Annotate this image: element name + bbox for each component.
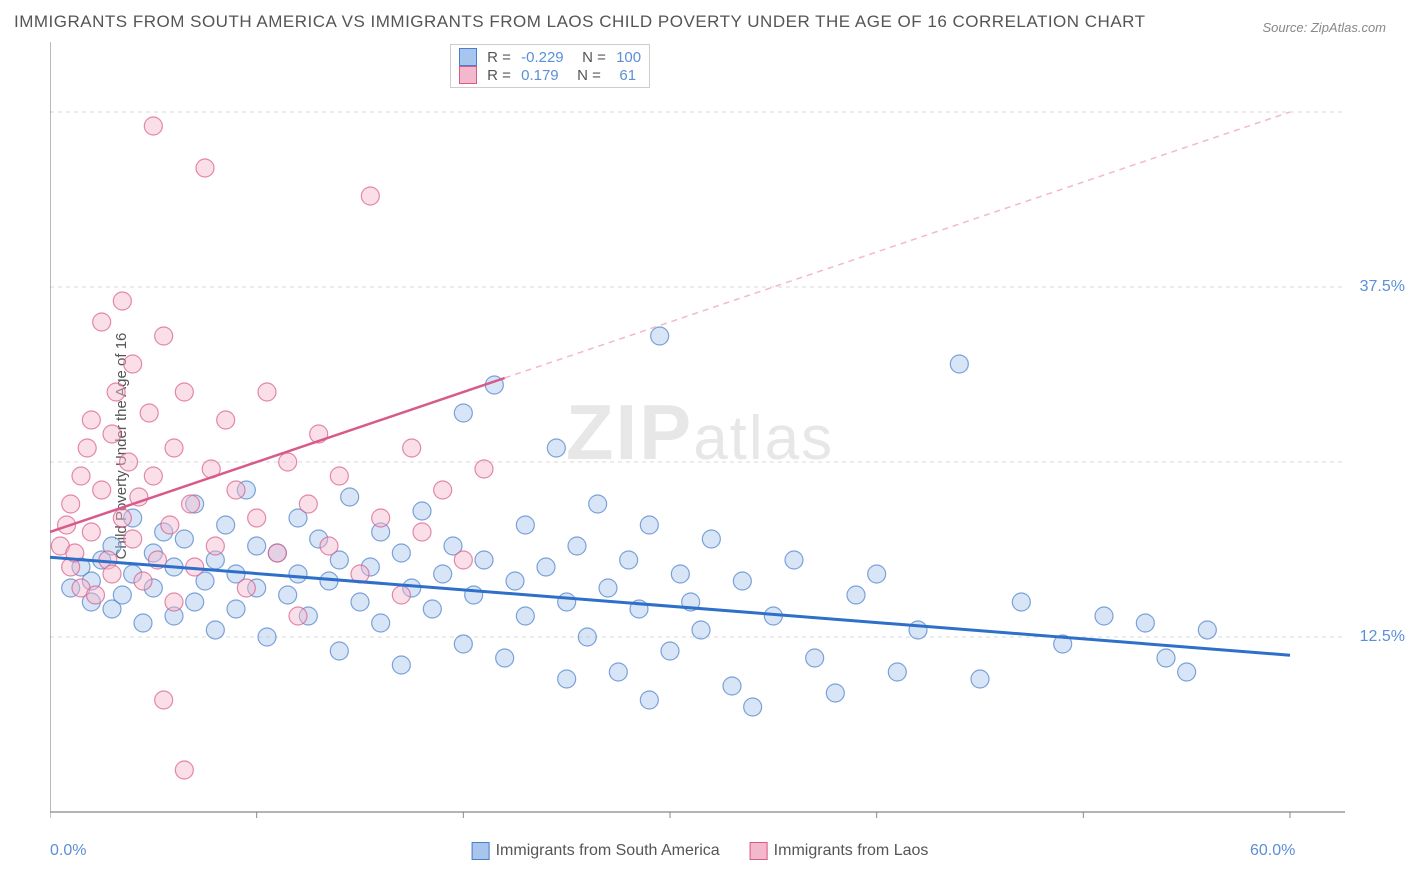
- y-tick-label: 37.5%: [1360, 278, 1405, 296]
- x-tick-label: 0.0%: [50, 842, 86, 860]
- legend-row: R = -0.229 N = 100: [459, 48, 641, 66]
- legend-row: R = 0.179 N = 61: [459, 66, 641, 84]
- x-tick-label: 60.0%: [1250, 842, 1295, 860]
- legend-item: Immigrants from Laos: [750, 842, 929, 860]
- chart-title: IMMIGRANTS FROM SOUTH AMERICA VS IMMIGRA…: [14, 12, 1146, 32]
- legend-item: Immigrants from South America: [472, 842, 720, 860]
- scatter-chart: [50, 42, 1350, 832]
- source-attribution: Source: ZipAtlas.com: [1262, 20, 1386, 35]
- legend-label: Immigrants from Laos: [774, 842, 929, 860]
- legend-swatch-icon: [472, 842, 490, 860]
- legend-label: Immigrants from South America: [496, 842, 720, 860]
- legend-swatch-icon: [459, 48, 477, 66]
- correlation-legend: R = -0.229 N = 100 R = 0.179 N = 61: [450, 44, 650, 88]
- y-tick-label: 12.5%: [1360, 628, 1405, 646]
- legend-swatch-icon: [459, 66, 477, 84]
- plot-area: ZIPatlas R = -0.229 N = 100 R = 0.179 N …: [50, 42, 1350, 832]
- series-legend: Immigrants from South America Immigrants …: [472, 842, 929, 860]
- legend-swatch-icon: [750, 842, 768, 860]
